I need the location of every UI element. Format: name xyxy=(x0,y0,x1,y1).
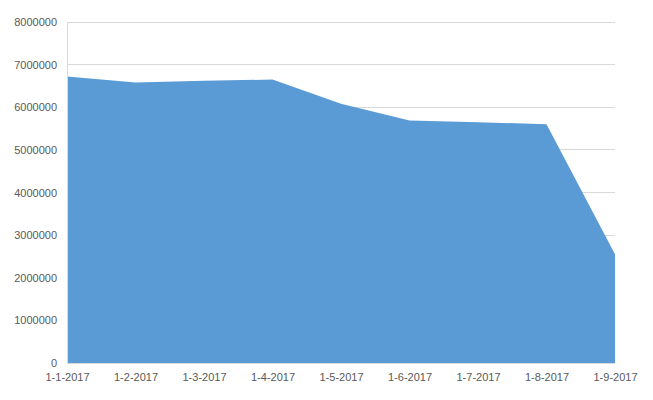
y-tick: 7000000 xyxy=(14,59,67,71)
y-tick: 2000000 xyxy=(14,272,67,284)
x-tick-label: 1-1-2017 xyxy=(45,371,89,383)
x-tick: 1-6-2017 xyxy=(388,363,432,383)
x-tick: 1-2-2017 xyxy=(114,363,158,383)
x-tick: 1-8-2017 xyxy=(525,363,569,383)
x-axis: 1-1-2017 1-2-2017 1-3-2017 1-4-2017 1-5-2017… xyxy=(45,363,637,383)
x-tick-label: 1-2-2017 xyxy=(114,371,158,383)
plot-area xyxy=(67,77,615,363)
x-tick: 1-5-2017 xyxy=(319,363,363,383)
area xyxy=(67,77,615,363)
y-tick: 8000000 xyxy=(14,16,67,28)
y-tick: 6000000 xyxy=(14,101,67,113)
grid-line xyxy=(67,64,615,65)
y-tick: 1000000 xyxy=(14,314,67,326)
x-tick-label: 1-3-2017 xyxy=(182,371,226,383)
y-tick: 0 xyxy=(51,357,67,369)
chart-container: 0 1000000 2000000 3000000 4000000 5000000 6000… xyxy=(0,0,653,400)
y-tick-label: 5000000 xyxy=(14,144,57,156)
x-tick-label: 1-4-2017 xyxy=(251,371,295,383)
x-tick: 1-4-2017 xyxy=(251,363,295,383)
y-tick: 5000000 xyxy=(14,144,67,156)
x-tick-label: 1-7-2017 xyxy=(456,371,500,383)
grid xyxy=(67,22,615,363)
chart-svg: 0 1000000 2000000 3000000 4000000 5000000 6000… xyxy=(0,0,653,400)
y-tick-label: 3000000 xyxy=(14,229,57,241)
y-tick-label: 6000000 xyxy=(14,101,57,113)
x-tick-label: 1-8-2017 xyxy=(525,371,569,383)
y-tick-label: 8000000 xyxy=(14,16,57,28)
y-axis-line xyxy=(67,23,68,364)
x-axis-line xyxy=(68,363,616,364)
y-tick-label: 4000000 xyxy=(14,187,57,199)
x-tick-label: 1-9-2017 xyxy=(593,371,637,383)
y-axis: 0 1000000 2000000 3000000 4000000 5000000 6000… xyxy=(14,16,67,369)
y-tick-label: 0 xyxy=(51,357,57,369)
y-tick: 4000000 xyxy=(14,187,67,199)
x-tick: 1-3-2017 xyxy=(182,363,226,383)
y-tick-label: 2000000 xyxy=(14,272,57,284)
y-tick-label: 1000000 xyxy=(14,314,57,326)
x-tick: 1-7-2017 xyxy=(456,363,500,383)
y-tick-label: 7000000 xyxy=(14,59,57,71)
y-tick: 3000000 xyxy=(14,229,67,241)
x-tick-label: 1-5-2017 xyxy=(319,371,363,383)
x-tick: 1-9-2017 xyxy=(593,363,637,383)
grid-line xyxy=(67,22,615,23)
x-tick-label: 1-6-2017 xyxy=(388,371,432,383)
x-tick: 1-1-2017 xyxy=(45,363,89,383)
